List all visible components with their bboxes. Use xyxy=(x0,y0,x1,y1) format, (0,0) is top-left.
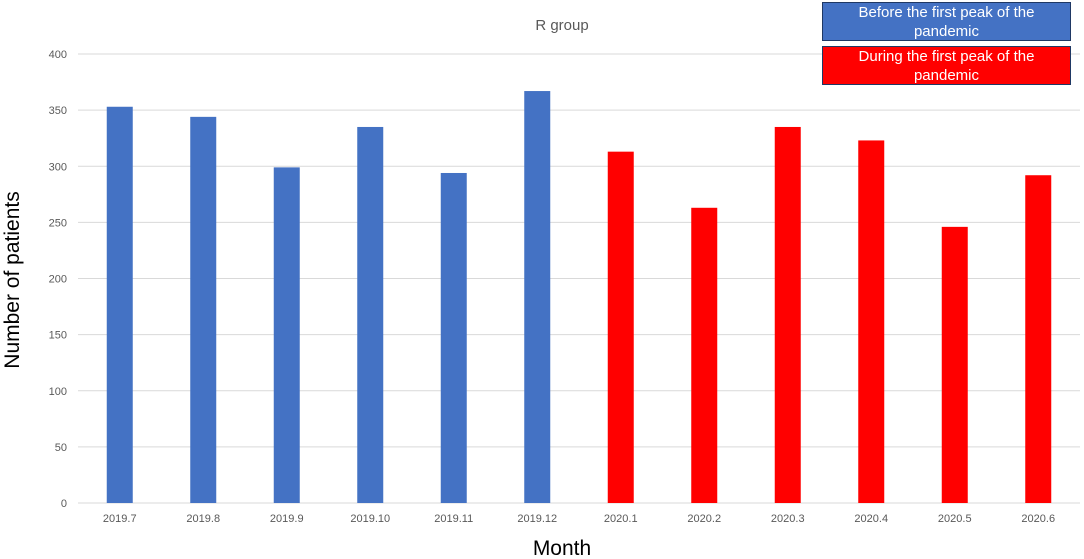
bar-2020.5 xyxy=(941,226,968,504)
y-tick-label: 400 xyxy=(49,49,67,61)
x-tick-label: 2020.2 xyxy=(687,513,721,525)
gridlines xyxy=(78,53,1080,504)
y-axis-label: Number of patients xyxy=(1,191,24,368)
y-tick-label: 50 xyxy=(55,442,67,454)
y-axis-ticks: 0 50 100 150 200 250 300 350 400 xyxy=(49,49,67,510)
bar-2019.9 xyxy=(273,167,300,503)
bar-2019.10 xyxy=(357,126,384,504)
legend-entry-before-peak: Before the first peak of the pandemic xyxy=(822,2,1071,41)
x-tick-label: 2019.11 xyxy=(434,513,473,525)
bar-2020.6 xyxy=(1025,175,1052,504)
x-tick-label: 2020.4 xyxy=(854,513,888,525)
x-tick-label: 2020.1 xyxy=(604,513,638,525)
bar-2019.8 xyxy=(190,116,217,504)
x-tick-label: 2019.8 xyxy=(186,513,220,525)
x-axis-ticks: 2019.7 2019.8 2019.9 2019.10 2019.11 2019.12 2… xyxy=(103,513,1055,525)
bar-2019.11 xyxy=(440,172,467,504)
x-tick-label: 2019.10 xyxy=(350,513,390,525)
x-axis-label: Month xyxy=(533,537,591,559)
x-tick-label: 2019.12 xyxy=(517,513,557,525)
x-tick-label: 2019.7 xyxy=(103,513,137,525)
bar-2019.7 xyxy=(106,106,133,503)
y-tick-label: 0 xyxy=(61,498,67,510)
bars xyxy=(106,91,1052,504)
legend-entry-during-peak: During the first peak of the pandemic xyxy=(822,46,1071,85)
y-tick-label: 300 xyxy=(49,161,67,173)
x-tick-label: 2020.6 xyxy=(1021,513,1055,525)
y-tick-label: 200 xyxy=(49,274,67,286)
bar-2019.12 xyxy=(524,91,551,503)
chart-title: R group xyxy=(535,17,588,34)
y-tick-label: 350 xyxy=(49,105,67,117)
y-tick-label: 250 xyxy=(49,217,67,229)
bar-2020.2 xyxy=(691,207,718,503)
bar-2020.1 xyxy=(607,151,634,503)
bar-2020.4 xyxy=(858,140,885,503)
x-tick-label: 2020.5 xyxy=(938,513,972,525)
y-tick-label: 100 xyxy=(49,386,67,398)
x-tick-label: 2020.3 xyxy=(771,513,805,525)
bar-2020.3 xyxy=(774,126,801,504)
x-tick-label: 2019.9 xyxy=(270,513,304,525)
y-tick-label: 150 xyxy=(49,330,67,342)
